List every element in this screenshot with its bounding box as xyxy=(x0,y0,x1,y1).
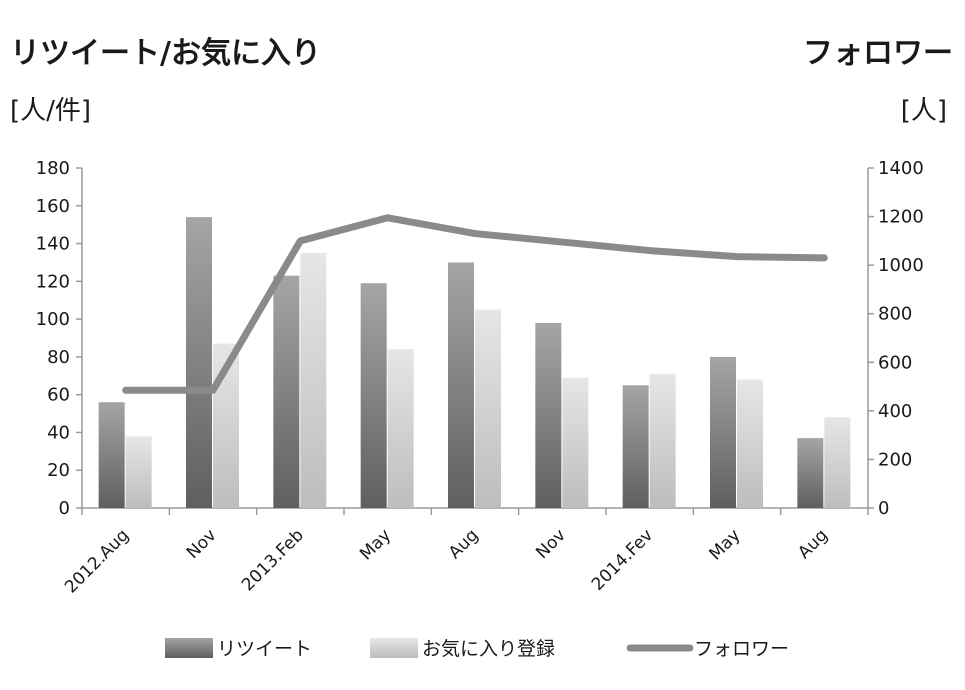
x-tick-label: 2014.Fev xyxy=(588,525,657,594)
bar-favorite xyxy=(300,253,327,508)
right-axis-unit: [人] xyxy=(900,96,947,126)
right-axis-title: フォロワー xyxy=(803,36,953,71)
x-tick-label: Aug xyxy=(445,525,483,563)
legend-retweet-swatch xyxy=(165,638,213,658)
bar-favorite xyxy=(737,379,763,508)
bar-retweet xyxy=(98,402,125,508)
legend-retweet-label: リツイート xyxy=(217,638,312,660)
bar-favorite xyxy=(649,373,676,508)
left-axis-title: リツイート/お気に入り xyxy=(10,36,321,71)
right-tick-label: 1200 xyxy=(878,207,924,228)
bar-favorite xyxy=(824,417,851,508)
right-tick-label: 800 xyxy=(878,304,912,325)
right-tick-label: 600 xyxy=(878,352,912,373)
left-axis-unit: [人/件] xyxy=(10,96,92,126)
x-tick-label: 2012.Aug xyxy=(61,525,133,597)
follower-line-path xyxy=(122,214,828,394)
bar-favorite xyxy=(387,349,414,508)
bar-retweet xyxy=(186,217,212,508)
right-tick-label: 1400 xyxy=(878,158,924,179)
bar-favorite xyxy=(562,377,589,508)
x-tick-label: Nov xyxy=(532,525,570,563)
bar-retweet xyxy=(360,283,387,508)
bar-retweet xyxy=(710,356,736,508)
legend-favorite-swatch xyxy=(370,638,418,658)
legend-follower-label: フォロワー xyxy=(694,638,789,660)
right-tick-label: 1000 xyxy=(878,255,924,276)
right-tick-label: 200 xyxy=(878,449,912,470)
follower-line xyxy=(122,214,828,394)
bar-retweet xyxy=(448,262,474,508)
left-tick-label: 100 xyxy=(36,309,70,330)
bar-retweet xyxy=(273,275,300,508)
left-tick-label: 40 xyxy=(47,422,70,443)
x-tick-label: 2013.Feb xyxy=(238,525,308,595)
x-tick-label: Aug xyxy=(794,525,832,563)
left-tick-label: 60 xyxy=(47,385,70,406)
left-tick-label: 180 xyxy=(36,158,70,179)
right-tick-label: 400 xyxy=(878,401,912,422)
right-tick-label: 0 xyxy=(878,498,889,519)
bar-favorite xyxy=(475,309,501,508)
x-tick-label: May xyxy=(356,525,395,564)
left-tick-label: 140 xyxy=(36,234,70,255)
legend-favorite-label: お気に入り登録 xyxy=(422,638,555,660)
legend: リツイート お気に入り登録 フォロワー xyxy=(165,638,789,660)
bar-retweet xyxy=(797,438,824,508)
bar-retweet xyxy=(622,385,649,508)
left-tick-label: 20 xyxy=(47,460,70,481)
x-tick-label: May xyxy=(706,525,745,564)
left-tick-label: 120 xyxy=(36,271,70,292)
left-tick-label: 160 xyxy=(36,196,70,217)
bar-retweet xyxy=(535,322,562,508)
x-tick-label: Nov xyxy=(183,525,221,563)
bar-favorite xyxy=(125,436,152,508)
left-tick-label: 0 xyxy=(59,498,70,519)
bars xyxy=(98,217,851,508)
left-tick-label: 80 xyxy=(47,347,70,368)
